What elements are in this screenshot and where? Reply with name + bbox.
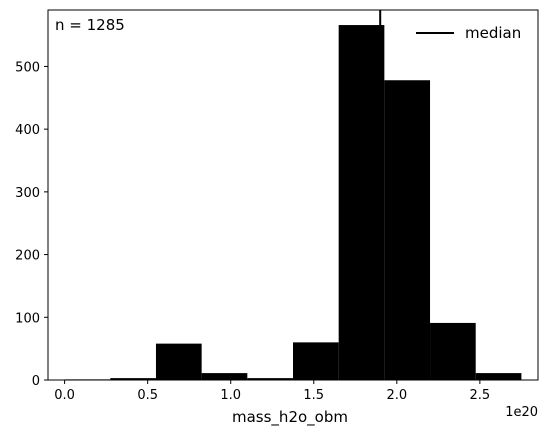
histogram-bar [201,373,248,380]
x-tick-label: 0.0 [54,388,75,403]
x-tick-label: 2.0 [386,388,407,403]
y-ticks: 0 100 200 300 400 500 [15,60,48,389]
axes-frame [47,9,539,381]
x-tick-label: 2.5 [470,388,491,403]
y-tick-label: 200 [15,249,40,264]
sample-size-annotation: n = 1285 [55,16,125,34]
x-axis-label: mass_h2o_obm [232,408,348,427]
legend: median [416,24,521,42]
histogram-bar [293,342,339,380]
histogram-bar [110,378,156,380]
x-tick-label: 1.0 [220,388,241,403]
legend-median-label: median [465,24,521,42]
y-tick-label: 100 [15,311,40,326]
x-ticks: 0.0 0.5 1.0 1.5 2.0 2.5 [54,380,490,403]
y-tick-label: 300 [15,186,40,201]
histogram-bar [475,373,522,380]
histogram-bar [430,322,476,380]
histogram-bar [384,80,431,380]
x-tick-label: 1.5 [303,388,324,403]
y-tick-label: 400 [15,123,40,138]
y-tick-label: 500 [15,60,40,75]
histogram-bar [155,343,202,380]
y-tick-label: 0 [32,374,40,389]
histogram-bar [247,378,293,380]
histogram-bar [338,25,385,381]
bars-layer [64,25,522,381]
x-axis-scale-label: 1e20 [505,405,538,420]
x-tick-label: 0.5 [137,388,158,403]
